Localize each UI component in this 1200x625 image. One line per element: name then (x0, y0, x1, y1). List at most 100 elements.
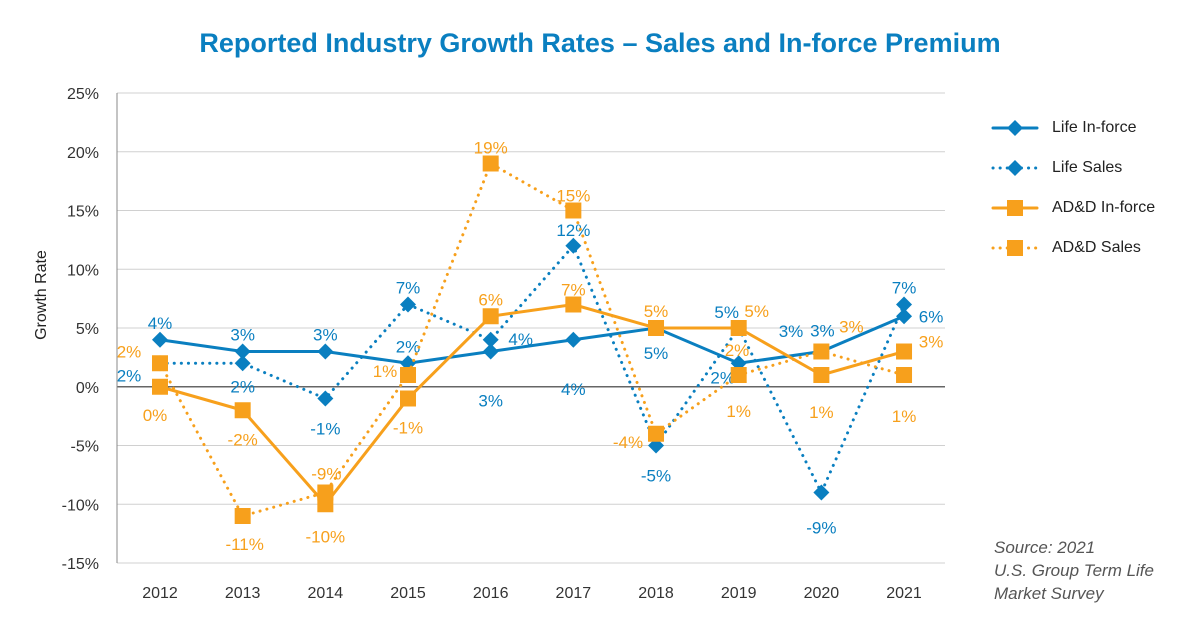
data-point (482, 331, 499, 348)
data-point (648, 425, 665, 442)
data-label: -4% (613, 433, 643, 452)
data-label: 2% (396, 337, 421, 356)
legend-item: AD&D In-force (990, 188, 1155, 228)
x-tick-label: 2020 (804, 585, 840, 602)
x-tick-label: 2013 (225, 585, 261, 602)
data-label: 1% (373, 362, 398, 381)
source-line: U.S. Group Term Life (994, 561, 1154, 580)
data-point (896, 308, 913, 325)
data-point (234, 343, 251, 360)
data-label: 1% (726, 402, 751, 421)
legend: Life In-force Life Sales AD&D In-force AD&D… (990, 108, 1155, 268)
data-point (400, 296, 417, 313)
data-label: 5% (744, 302, 769, 321)
data-point (730, 320, 747, 336)
data-point (648, 320, 665, 336)
data-label: 4% (148, 314, 173, 333)
x-tick-label: 2017 (556, 585, 592, 602)
legend-marker (1007, 120, 1023, 136)
data-label: 19% (474, 139, 508, 158)
data-point (565, 296, 582, 313)
legend-item: AD&D Sales (990, 228, 1155, 268)
data-point (482, 155, 499, 172)
series-ad-d-in-force (152, 296, 913, 513)
series-line (158, 302, 906, 507)
source-line: Source: 2021 (994, 538, 1096, 557)
data-label: 3% (779, 322, 804, 341)
data-point (317, 390, 334, 407)
series-line (158, 242, 906, 497)
data-label: 1% (809, 403, 834, 422)
x-tick-label: 2018 (638, 585, 674, 602)
data-point (813, 484, 830, 501)
data-label: 3% (919, 333, 944, 352)
legend-label: AD&D Sales (1052, 239, 1141, 256)
source-note: Source: 2021 U.S. Group Term Life Market… (994, 536, 1154, 605)
data-label: 3% (478, 392, 503, 411)
legend-swatch-icon (991, 160, 1039, 176)
data-label: -10% (305, 527, 345, 546)
y-tick-label: -10% (62, 497, 99, 514)
data-label: 2% (710, 368, 735, 387)
data-label: 0% (143, 406, 168, 425)
data-label: -2% (228, 430, 258, 449)
data-point (482, 308, 499, 325)
data-label: -1% (393, 419, 423, 438)
chart-title: Reported Industry Growth Rates – Sales a… (199, 28, 1001, 58)
data-point (234, 508, 251, 524)
series-line (158, 314, 906, 365)
y-tick-label: 5% (76, 321, 99, 338)
y-axis-label: Growth Rate (33, 250, 50, 340)
legend-swatch-icon (991, 200, 1039, 216)
data-label: 2% (725, 341, 750, 360)
data-point (482, 343, 499, 360)
legend-marker (1007, 200, 1023, 216)
data-label: 6% (919, 307, 944, 326)
data-point (234, 402, 251, 419)
data-label: -9% (311, 465, 341, 484)
y-tick-label: 10% (67, 262, 99, 279)
data-label: 3% (230, 326, 255, 345)
data-label: 15% (556, 187, 590, 206)
data-label: 4% (561, 380, 586, 399)
y-tick-label: 20% (67, 145, 99, 162)
data-label: 2% (117, 366, 142, 385)
data-point (400, 390, 417, 407)
data-point (400, 367, 417, 383)
data-label: -9% (806, 519, 836, 538)
data-label: 5% (644, 302, 669, 321)
data-label: -11% (225, 535, 263, 554)
series-line (158, 161, 906, 518)
data-label: 2% (117, 342, 142, 361)
data-point (152, 378, 168, 395)
legend-label: Life Sales (1052, 159, 1123, 176)
data-point (813, 343, 830, 360)
x-tick-label: 2019 (721, 585, 757, 602)
series-ad-d-sales (152, 155, 913, 524)
x-tick-label: 2016 (473, 585, 509, 602)
data-point (234, 355, 251, 372)
legend-item: Life Sales (990, 148, 1155, 188)
data-point (565, 237, 582, 254)
x-tick-label: 2015 (390, 585, 426, 602)
data-point (152, 331, 168, 348)
data-point (896, 343, 913, 360)
data-label: 3% (810, 322, 835, 341)
x-tick-label: 2014 (308, 585, 344, 602)
y-tick-label: -5% (71, 439, 99, 456)
data-label: 5% (714, 303, 739, 322)
data-label: 5% (644, 344, 669, 363)
data-label: 12% (556, 221, 590, 240)
data-point (565, 202, 582, 219)
data-point (565, 331, 582, 348)
data-label: -5% (641, 467, 671, 486)
y-tick-label: -15% (62, 556, 99, 573)
data-point (152, 355, 168, 372)
data-label: 7% (561, 281, 586, 300)
data-point (317, 343, 334, 360)
data-point (896, 296, 913, 313)
source-line: Market Survey (994, 584, 1104, 603)
x-tick-label: 2012 (142, 585, 178, 602)
y-tick-label: 25% (67, 86, 99, 103)
